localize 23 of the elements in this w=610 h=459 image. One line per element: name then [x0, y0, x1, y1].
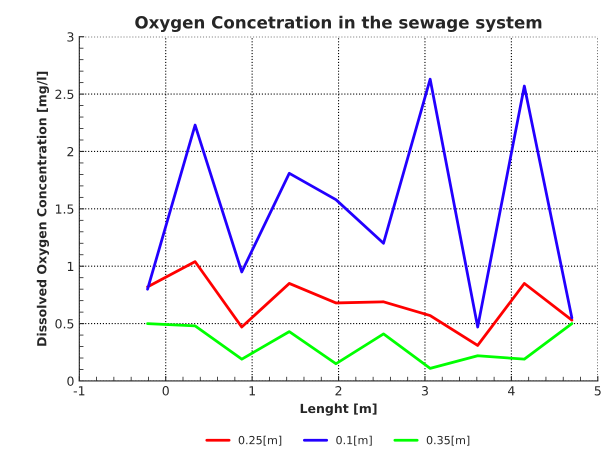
y-axis-title: Dissolved Oxygen Concentration [mg/l] [36, 72, 50, 346]
y-tick-label: 2 [67, 146, 74, 156]
legend-label: 0.25[m] [238, 436, 282, 446]
y-tick-label: 0.5 [55, 319, 74, 329]
y-tick-label: 1.5 [56, 204, 74, 214]
y-tick-label: 0 [67, 376, 74, 386]
x-tick-label: -1 [74, 386, 84, 396]
line-series [146, 260, 574, 347]
y-tick-label: 3 [67, 32, 74, 42]
x-tick-label: 3 [422, 386, 428, 396]
legend-label: 0.35[m] [426, 436, 470, 446]
x-tick-label: 5 [594, 386, 601, 396]
chart-title: Oxygen Concetration in the sewage system [135, 16, 542, 32]
x-tick-label: 0 [162, 386, 169, 396]
x-axis-title: Lenght [m] [300, 403, 376, 416]
line-series [146, 78, 574, 328]
x-tick-label: 4 [508, 386, 515, 396]
y-tick-label: 1 [68, 262, 74, 271]
x-tick-label: 1 [250, 386, 255, 396]
y-tick-label: 2.5 [55, 90, 74, 100]
line-series [146, 322, 574, 370]
legend-label: 0.1[m] [336, 436, 372, 446]
x-tick-label: 2 [335, 386, 342, 396]
